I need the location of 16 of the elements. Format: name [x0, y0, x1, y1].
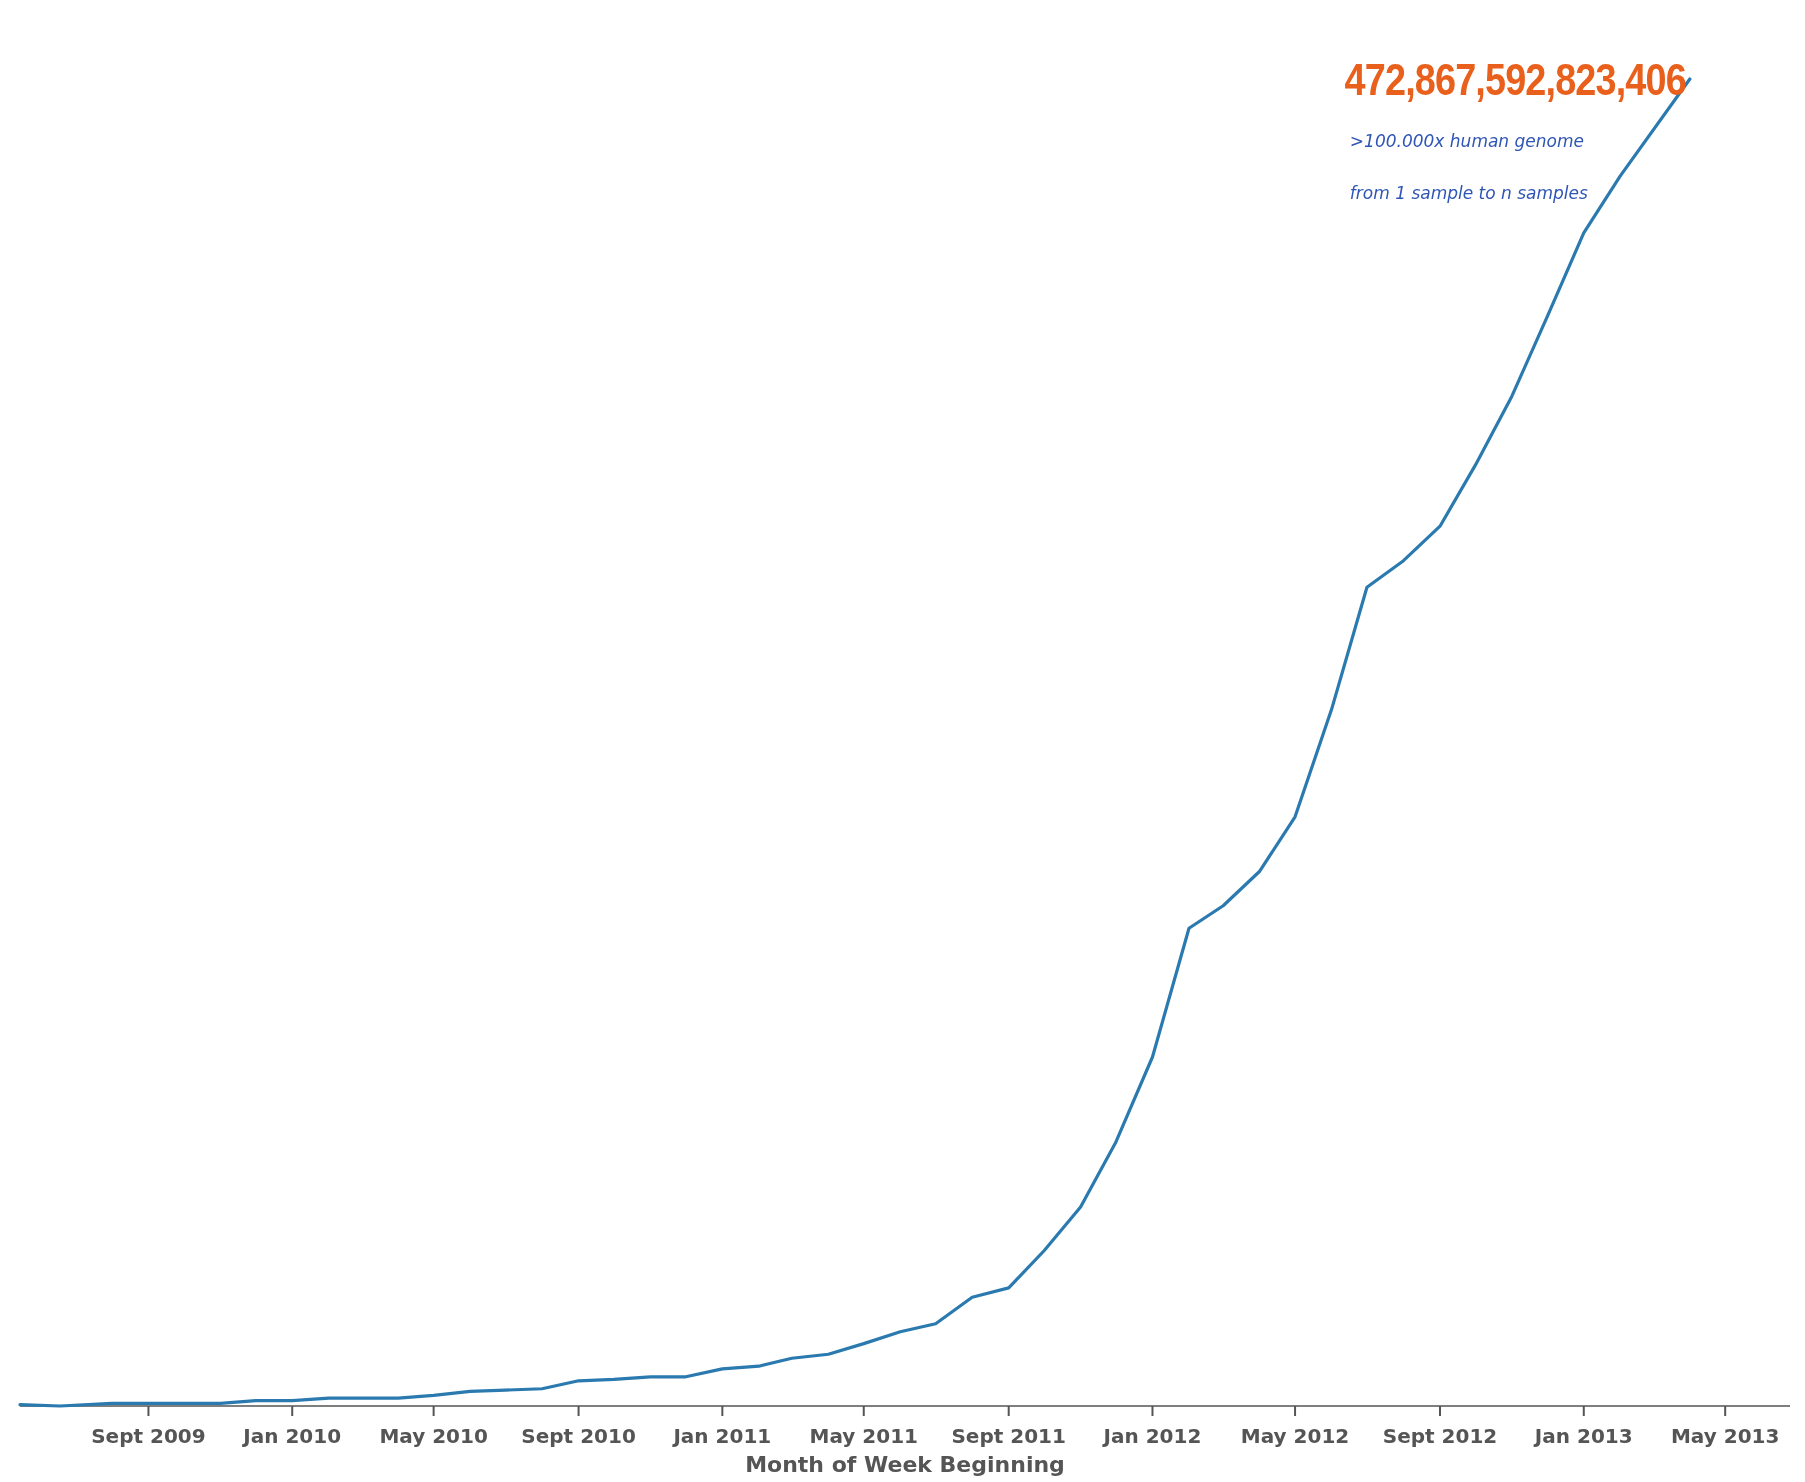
x-tick-label: May 2013: [1670, 1424, 1780, 1448]
x-tick-label: Sept 2011: [951, 1424, 1066, 1448]
annotation: 472,867,592,823,406: [1344, 55, 1686, 105]
x-tick-label: May 2010: [379, 1424, 488, 1448]
annotation: >100.000x human genome: [1349, 131, 1585, 151]
x-tick-label: Sept 2010: [521, 1424, 636, 1448]
x-tick-label: Jan 2010: [241, 1424, 342, 1448]
x-tick-label: Jan 2012: [1101, 1424, 1202, 1448]
x-tick-label: Sept 2009: [91, 1424, 206, 1448]
x-tick-label: May 2011: [809, 1424, 918, 1448]
x-tick-label: Jan 2013: [1532, 1424, 1633, 1448]
annotation: from 1 sample to n samples: [1349, 183, 1589, 203]
x-tick-label: May 2012: [1240, 1424, 1350, 1448]
x-tick-label: Sept 2012: [1382, 1424, 1498, 1448]
x-axis-title: Month of Week Beginning: [745, 1452, 1065, 1477]
x-tick-label: Jan 2011: [671, 1424, 772, 1448]
